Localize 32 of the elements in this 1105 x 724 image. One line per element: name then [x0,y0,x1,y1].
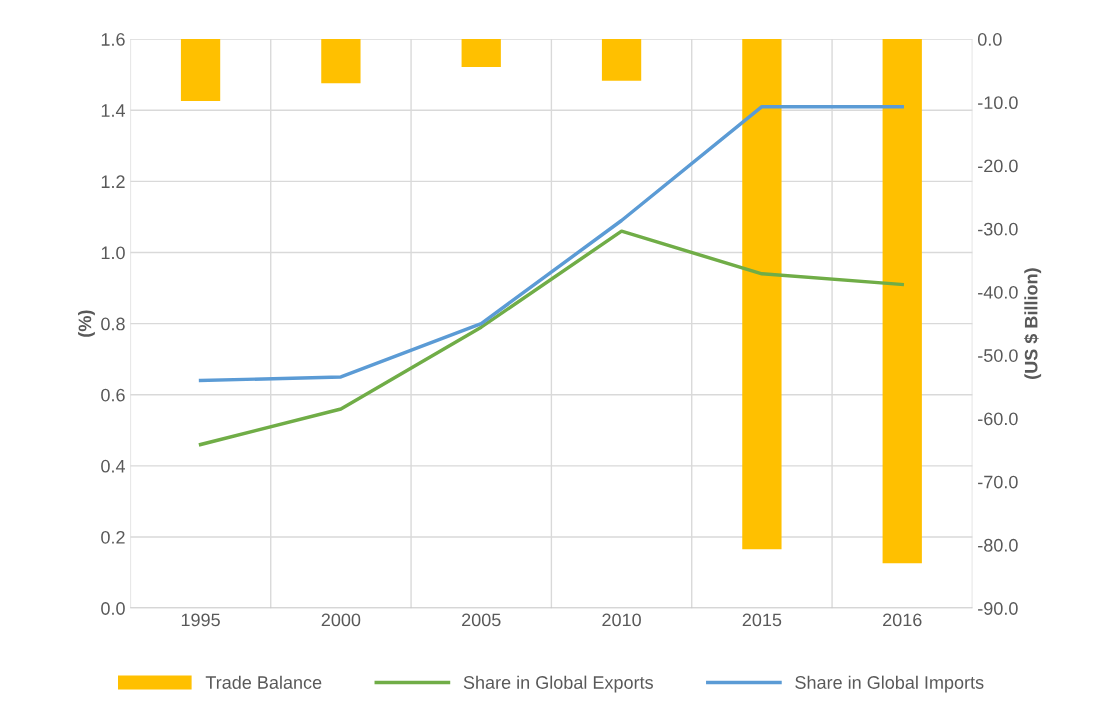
y-tick-label: 0.2 [101,530,125,544]
y-tick-label: 1.6 [101,33,125,46]
y2-tick-label: -30.0 [978,222,1018,236]
legend-label: Share in Global Imports [795,675,984,693]
x-tick-label: 2005 [462,613,501,627]
x-tick-label: 2016 [883,613,922,627]
y2-tick-label: 0.0 [977,33,1002,46]
legend-label: Share in Global Exports [463,675,653,693]
y2-tick-label: -60.0 [978,412,1018,426]
legend-label: Trade Balance [205,675,322,689]
line-series [198,229,904,447]
y2-tick-label: -70.0 [978,475,1018,489]
y-tick-label: 0.6 [101,388,125,402]
y2-tick-label: -80.0 [978,538,1018,552]
line-series [198,104,904,383]
x-tick-label: 2010 [602,613,641,627]
y-tick-label: 0.4 [101,459,125,473]
y-tick-label: 1.4 [101,104,125,117]
y2-tick-label: -90.0 [978,602,1018,615]
y2-tick-label: -20.0 [978,159,1018,173]
y2-tick-label: -50.0 [978,349,1018,362]
y-axis-title: (%) [78,310,95,337]
x-tick-label: 1995 [181,613,220,627]
x-tick-label: 2000 [321,613,361,627]
y2-tick-label: -10.0 [978,96,1018,110]
y2-tick-label: -40.0 [978,285,1018,299]
y-tick-label: 1.2 [101,175,125,188]
y-tick-label: 0.8 [101,317,125,331]
y2-axis-title: (US $ Billion) [1023,268,1042,379]
y-tick-label: 0.0 [101,602,125,615]
y-tick-label: 1.0 [101,246,125,260]
x-tick-label: 2015 [742,613,782,627]
